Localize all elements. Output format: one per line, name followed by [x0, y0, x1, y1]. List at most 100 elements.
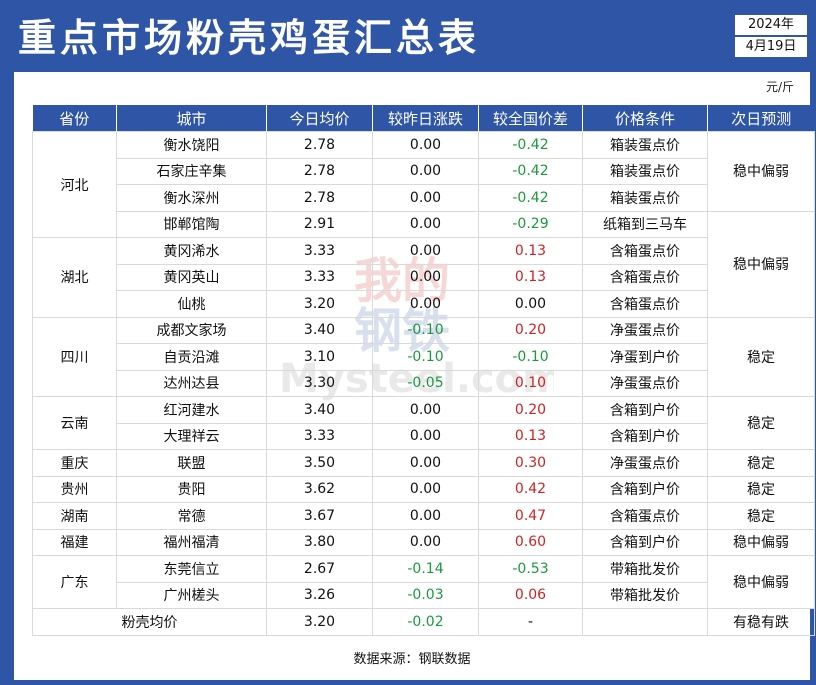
city-cell: 红河建水	[116, 396, 267, 424]
date-day: 4月19日	[745, 39, 797, 54]
table-row: 衡水深州 2.78 0.00 -0.42 箱装蛋点价	[33, 184, 815, 212]
diff-cell: 0.06	[478, 581, 583, 609]
province-cell: 湖南	[32, 502, 117, 530]
city-cell: 石家庄辛集	[116, 157, 267, 185]
egg-price-table: 省份 城市 今日均价 较昨日涨跌 较全国价差 价格条件 次日预测 河北 衡水饶阳 2.78 0.0…	[32, 105, 815, 636]
unit-label: 元/斤	[765, 80, 794, 94]
table-row: 湖南 常德 3.67 0.00 0.47 含箱蛋点价 稳定	[32, 502, 815, 530]
province-cell: 云南	[32, 396, 117, 450]
price-cell: 3.33	[266, 237, 373, 265]
condition-cell: 含箱到户价	[582, 528, 708, 556]
diff-cell: 0.20	[478, 396, 583, 424]
province-cell: 河北	[32, 131, 117, 238]
column-header: 次日预测	[707, 105, 815, 132]
change-cell: -0.14	[372, 555, 479, 583]
condition-cell: 带箱批发价	[582, 581, 708, 609]
diff-cell: -0.10	[478, 343, 583, 371]
price-cell: 3.62	[266, 475, 373, 503]
diff-cell: -0.53	[478, 555, 583, 583]
summary-diff: -	[478, 608, 583, 636]
price-cell: 3.67	[266, 502, 373, 530]
city-cell: 黄冈英山	[116, 263, 267, 291]
column-header: 较全国价差	[478, 105, 583, 132]
forecast-cell: 稳中偏弱	[707, 131, 815, 212]
condition-cell: 含箱蛋点价	[582, 502, 708, 530]
condition-cell: 含箱蛋点价	[582, 237, 708, 265]
summary-label: 粉壳均价	[32, 608, 267, 636]
table-row: 仙桃 3.20 0.00 0.00 含箱蛋点价	[33, 290, 815, 318]
table-body: 河北 衡水饶阳 2.78 0.00 -0.42 箱装蛋点价 稳中偏弱 石家庄辛集 2.78 0.0…	[32, 131, 815, 636]
price-cell: 3.33	[266, 263, 373, 291]
diff-cell: -0.42	[478, 131, 583, 159]
change-cell: 0.00	[372, 263, 479, 291]
change-cell: 0.00	[372, 131, 479, 159]
city-cell: 广州槎头	[116, 581, 267, 609]
city-cell: 自贡沿滩	[116, 343, 267, 371]
change-cell: -0.10	[372, 343, 479, 371]
province-cell: 贵州	[32, 475, 117, 503]
change-cell: 0.00	[372, 210, 479, 238]
condition-cell: 含箱到户价	[582, 475, 708, 503]
diff-cell: -0.42	[478, 157, 583, 185]
city-cell: 大理祥云	[116, 422, 267, 450]
table-row: 邯郸馆陶 2.91 0.00 -0.29 纸箱到三马车 稳中偏弱	[33, 210, 815, 318]
city-cell: 福州福清	[116, 528, 267, 556]
condition-cell: 含箱到户价	[582, 422, 708, 450]
change-cell: 0.00	[372, 290, 479, 318]
table-row: 云南 红河建水 3.40 0.00 0.20 含箱到户价 稳定	[32, 396, 815, 450]
price-cell: 3.10	[266, 343, 373, 371]
condition-cell: 箱装蛋点价	[582, 184, 708, 212]
price-cell: 2.78	[266, 131, 373, 159]
table-row: 广州槎头 3.26 -0.03 0.06 带箱批发价	[33, 581, 815, 609]
table-card: 元/斤 我的 钢铁 Mysteel.com 省份 城市 今日均价 较昨日涨跌 较全国价差…	[14, 72, 815, 680]
condition-cell: 纸箱到三马车	[582, 210, 708, 238]
price-cell: 2.78	[266, 157, 373, 185]
forecast-cell: 稳中偏弱	[707, 210, 815, 318]
city-cell: 邯郸馆陶	[116, 210, 267, 238]
change-cell: 0.00	[372, 396, 479, 424]
date-box: 2024年 4月19日	[734, 14, 808, 58]
city-cell: 衡水深州	[116, 184, 267, 212]
province-cell: 湖北	[32, 237, 117, 318]
price-cell: 3.50	[266, 449, 373, 477]
column-header: 今日均价	[266, 105, 373, 132]
table-row: 广东 东莞信立 2.67 -0.14 -0.53 带箱批发价 稳中偏弱	[32, 555, 815, 609]
summary-change: -0.02	[372, 608, 479, 636]
city-cell: 黄冈浠水	[116, 237, 267, 265]
forecast-cell: 稳定	[707, 396, 815, 450]
price-cell: 2.78	[266, 184, 373, 212]
city-cell: 仙桃	[116, 290, 267, 318]
province-cell: 四川	[32, 316, 117, 397]
page-title: 重点市场粉壳鸡蛋汇总表	[18, 16, 481, 60]
city-cell: 达州达县	[116, 369, 267, 397]
condition-cell: 净蛋蛋点价	[582, 369, 708, 397]
change-cell: -0.03	[372, 581, 479, 609]
diff-cell: 0.10	[478, 369, 583, 397]
change-cell: 0.00	[372, 528, 479, 556]
diff-cell: -0.29	[478, 210, 583, 238]
province-cell: 福建	[32, 528, 117, 556]
table-row: 黄冈英山 3.33 0.00 0.13 含箱蛋点价	[33, 263, 815, 291]
table-row: 湖北 黄冈浠水 3.33 0.00 0.13 含箱蛋点价	[32, 237, 815, 318]
table-row: 重庆 联盟 3.50 0.00 0.30 净蛋蛋点价 稳定	[32, 449, 815, 477]
column-header: 城市	[116, 105, 267, 132]
change-cell: -0.05	[372, 369, 479, 397]
price-cell: 2.67	[266, 555, 373, 583]
data-source: 数据来源：钢联数据	[353, 652, 471, 667]
price-cell: 2.91	[266, 210, 373, 238]
city-cell: 衡水饶阳	[116, 131, 267, 159]
city-cell: 常德	[116, 502, 267, 530]
summary-forecast: 有稳有跌	[707, 608, 815, 636]
change-cell: 0.00	[372, 237, 479, 265]
diff-cell: 0.20	[478, 316, 583, 344]
diff-cell: 0.13	[478, 263, 583, 291]
change-cell: 0.00	[372, 475, 479, 503]
price-cell: 3.26	[266, 581, 373, 609]
price-cell: 3.20	[266, 290, 373, 318]
summary-row: 粉壳均价 3.20 -0.02- 有稳有跌	[32, 608, 815, 636]
change-cell: -0.10	[372, 316, 479, 344]
diff-cell: 0.13	[478, 422, 583, 450]
table-row: 石家庄辛集 2.78 0.00 -0.42 箱装蛋点价	[33, 157, 815, 185]
date-year: 2024年	[735, 15, 807, 37]
forecast-cell: 稳定	[707, 475, 815, 503]
